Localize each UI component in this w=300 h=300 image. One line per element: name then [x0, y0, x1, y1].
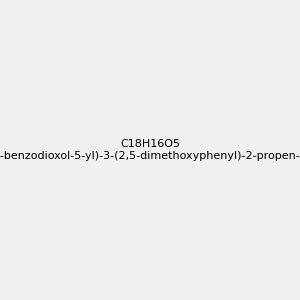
Text: C18H16O5
1-(1,3-benzodioxol-5-yl)-3-(2,5-dimethoxyphenyl)-2-propen-1-one: C18H16O5 1-(1,3-benzodioxol-5-yl)-3-(2,5…: [0, 139, 300, 161]
